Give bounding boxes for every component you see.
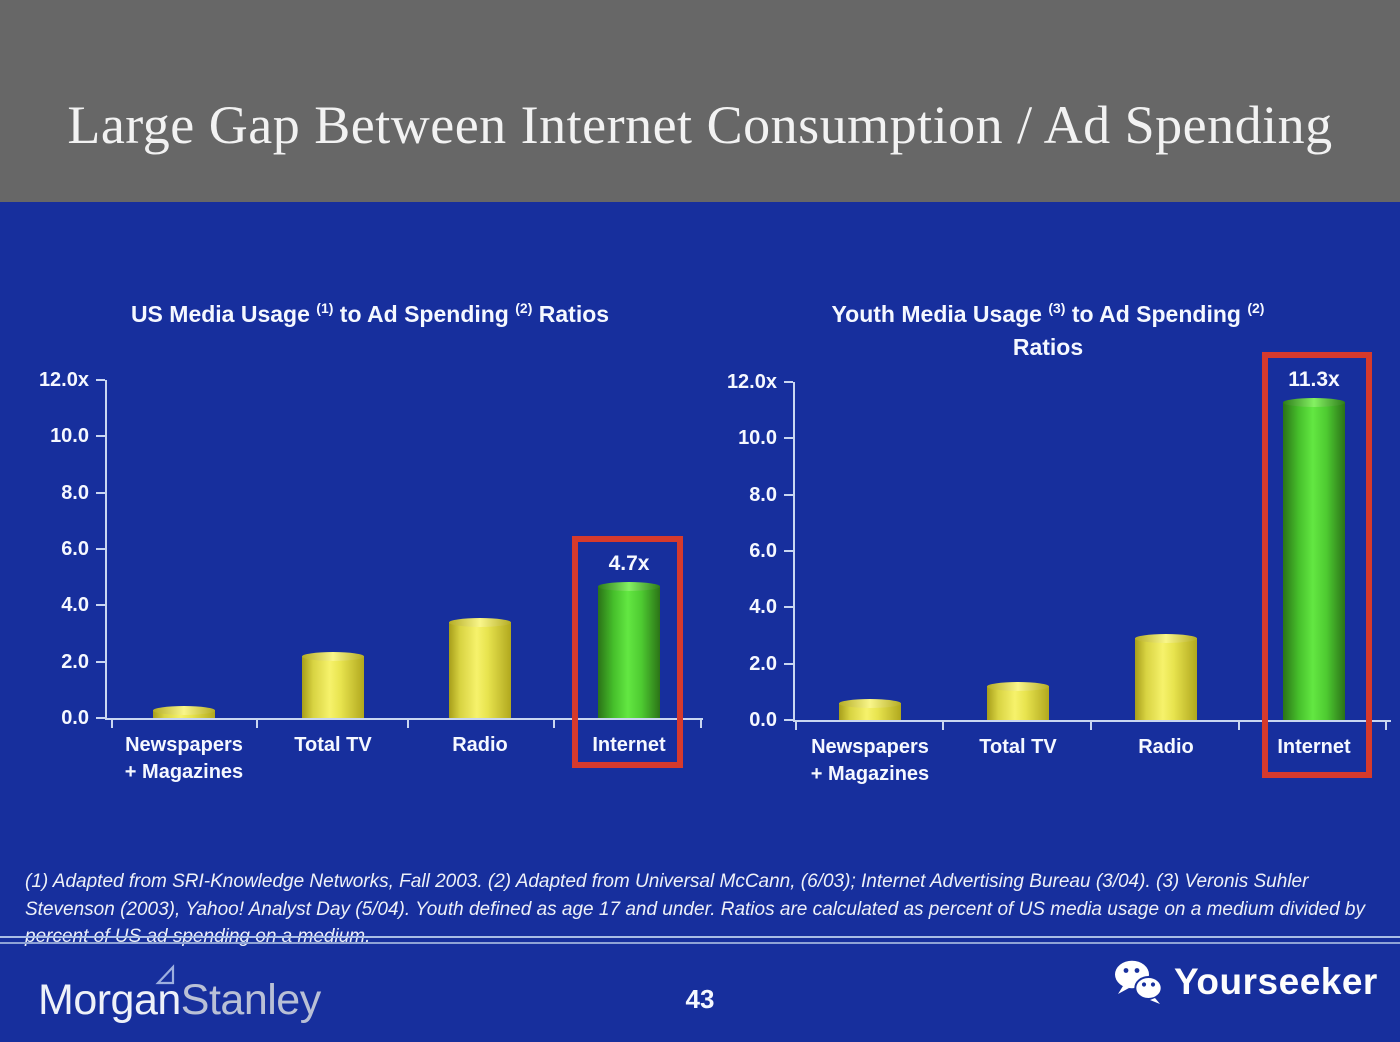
y-tick-mark xyxy=(784,493,793,496)
x-tick-mark xyxy=(700,719,702,728)
wechat-icon xyxy=(1115,960,1163,1004)
footnote-text: (1) Adapted from SRI-Knowledge Networks,… xyxy=(25,871,1365,947)
category-label: Total TV xyxy=(979,736,1057,758)
chart-title: Youth Media Usage (3) to Ad Spending (2)… xyxy=(718,292,1378,364)
y-tick-label: 2.0 xyxy=(61,650,89,673)
x-tick-mark xyxy=(942,721,944,730)
x-tick-mark xyxy=(111,719,113,728)
y-tick-mark xyxy=(784,381,793,383)
x-tick-mark xyxy=(1385,721,1387,730)
chart-title: US Media Usage (1) to Ad Spending (2) Ra… xyxy=(30,292,710,331)
y-tick-label: 6.0 xyxy=(61,538,89,560)
y-tick-mark xyxy=(96,379,105,381)
chart-title-line: Ratios xyxy=(1012,334,1084,360)
x-tick-mark xyxy=(553,719,555,728)
x-tick-mark xyxy=(1090,721,1092,730)
category-label: Radio xyxy=(1138,736,1194,758)
x-tick-mark xyxy=(256,719,258,728)
category-label: Newspapers + Magazines xyxy=(124,734,244,783)
watermark-text: Yourseeker xyxy=(1174,960,1378,1002)
y-tick-mark xyxy=(96,548,105,550)
bar-radio xyxy=(449,618,511,718)
y-tick-mark xyxy=(96,604,105,607)
category-label: Newspapers + Magazines xyxy=(810,736,930,785)
y-tick-mark xyxy=(96,435,105,438)
bar-value-label: 4.7x xyxy=(608,552,650,575)
page-number: 43 xyxy=(685,984,715,1014)
y-tick-mark xyxy=(96,660,105,663)
plot-area: 12.0x 10.0 8.0 6.0 4.0 2.0 0.0 4.7x Newspapers + … xyxy=(39,369,703,783)
y-tick-label: 12.0x xyxy=(726,371,777,393)
y-tick-mark xyxy=(784,719,793,721)
y-tick-label: 10.0 xyxy=(50,425,89,448)
bar-radio xyxy=(1135,634,1197,720)
plot-area: 12.0x 10.0 8.0 6.0 4.0 2.0 0.0 11.3x Newspapers +… xyxy=(727,352,1391,785)
y-tick-label: 4.0 xyxy=(749,596,777,619)
x-tick-mark xyxy=(1238,721,1240,730)
y-tick-mark xyxy=(784,662,793,665)
y-tick-label: 8.0 xyxy=(749,483,777,506)
y-tick-label: 8.0 xyxy=(61,481,89,504)
morgan-stanley-triangle-icon xyxy=(155,964,175,985)
y-tick-label: 0.0 xyxy=(749,709,777,731)
yourseeker-watermark: Yourseeker xyxy=(1112,958,1378,1005)
page-title: Large Gap Between Internet Consumption /… xyxy=(67,95,1333,155)
x-axis-line xyxy=(105,718,703,720)
bar-total-tv xyxy=(987,682,1049,720)
bar-internet xyxy=(598,582,660,718)
bar-newspapers xyxy=(153,706,215,718)
y-tick-label: 6.0 xyxy=(749,540,777,562)
internet-highlight-box xyxy=(1262,352,1372,778)
category-label: Internet xyxy=(1277,736,1351,758)
y-tick-mark xyxy=(96,717,105,719)
footer-divider xyxy=(0,936,1400,944)
chart-title-line: Youth Media Usage (3) to Ad Spending (2) xyxy=(831,300,1265,327)
chart-title-line: US Media Usage (1) to Ad Spending (2) Ra… xyxy=(130,300,610,327)
y-tick-mark xyxy=(784,437,793,440)
category-label: Radio xyxy=(452,734,508,756)
y-axis-line xyxy=(793,382,795,720)
bar-newspapers xyxy=(839,699,901,720)
y-tick-label: 2.0 xyxy=(749,652,777,675)
slide-header: Large Gap Between Internet Consumption /… xyxy=(0,0,1400,202)
y-tick-mark xyxy=(784,550,793,552)
y-axis-line xyxy=(105,380,107,718)
chart-us-media-usage: US Media Usage (1) to Ad Spending (2) Ra… xyxy=(30,286,710,826)
chart-youth-media-usage: Youth Media Usage (3) to Ad Spending (2)… xyxy=(718,286,1391,826)
x-axis-line xyxy=(793,720,1391,722)
category-label: Total TV xyxy=(294,734,372,756)
bar-value-label: 11.3x xyxy=(1288,368,1340,391)
x-tick-mark xyxy=(795,721,797,730)
y-tick-label: 12.0x xyxy=(38,369,89,391)
internet-highlight-box xyxy=(572,536,683,768)
morgan-stanley-logo: MorganStanley xyxy=(38,964,321,1024)
y-tick-mark xyxy=(96,491,105,494)
y-tick-label: 4.0 xyxy=(61,594,89,617)
bar-total-tv xyxy=(302,652,364,718)
bar-internet xyxy=(1283,398,1345,720)
category-label: Internet xyxy=(592,734,666,756)
brand-stanley-text: Stanley xyxy=(180,976,321,1024)
y-tick-mark xyxy=(784,606,793,609)
y-tick-label: 0.0 xyxy=(61,707,89,729)
y-tick-label: 10.0 xyxy=(738,427,777,450)
x-tick-mark xyxy=(407,719,409,728)
